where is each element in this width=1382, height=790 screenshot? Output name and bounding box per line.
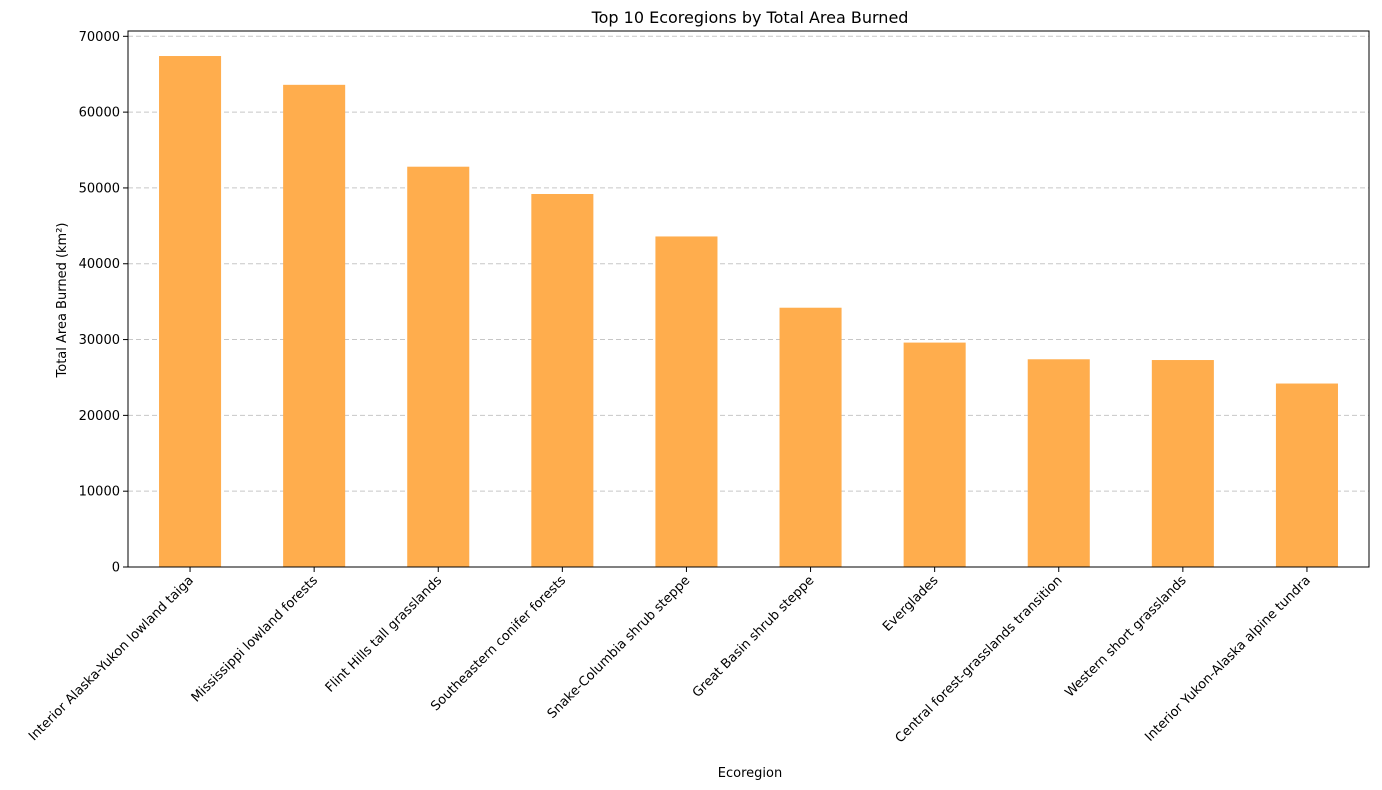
bar (1275, 383, 1338, 567)
bar (159, 56, 222, 568)
x-tick-label: Snake-Columbia shrub steppe (545, 573, 694, 722)
x-tick-label: Mississippi lowland forests (189, 573, 321, 705)
x-tick-label: Western short grasslands (1062, 573, 1189, 700)
bar (283, 84, 346, 567)
bar (1027, 359, 1090, 567)
plot-frame (127, 30, 1370, 568)
x-tick-label: Great Basin shrub steppe (690, 573, 818, 701)
bar (779, 307, 842, 567)
bar (531, 193, 594, 567)
x-tick-label: Interior Alaska-Yukon lowland taiga (26, 573, 197, 744)
y-tick-label: 10000 (79, 485, 120, 500)
chart-title: Top 10 Ecoregions by Total Area Burned (591, 8, 909, 27)
y-tick-label: 70000 (79, 30, 120, 45)
x-tick-label: Flint Hills tall grasslands (323, 573, 446, 696)
x-tick-label: Everglades (880, 573, 942, 635)
y-tick-label: 40000 (79, 257, 120, 272)
x-axis-label: Ecoregion (718, 766, 782, 781)
y-tick-label: 0 (112, 561, 120, 576)
bar (407, 166, 470, 567)
bar (903, 342, 966, 567)
y-tick-label: 50000 (79, 181, 120, 196)
bars (159, 56, 1338, 568)
x-tick-label: Southeastern conifer forests (428, 573, 569, 714)
bar (655, 236, 718, 567)
x-axis: Interior Alaska-Yukon lowland taigaMissi… (26, 567, 1314, 746)
y-tick-label: 60000 (79, 106, 120, 121)
bar (1151, 360, 1214, 567)
y-tick-label: 20000 (79, 409, 120, 424)
y-tick-label: 30000 (79, 333, 120, 348)
y-axis: 0 10000 20000 30000 40000 50000 60000 70000 (79, 30, 128, 576)
y-axis-label: Total Area Burned (km²) (55, 223, 70, 379)
